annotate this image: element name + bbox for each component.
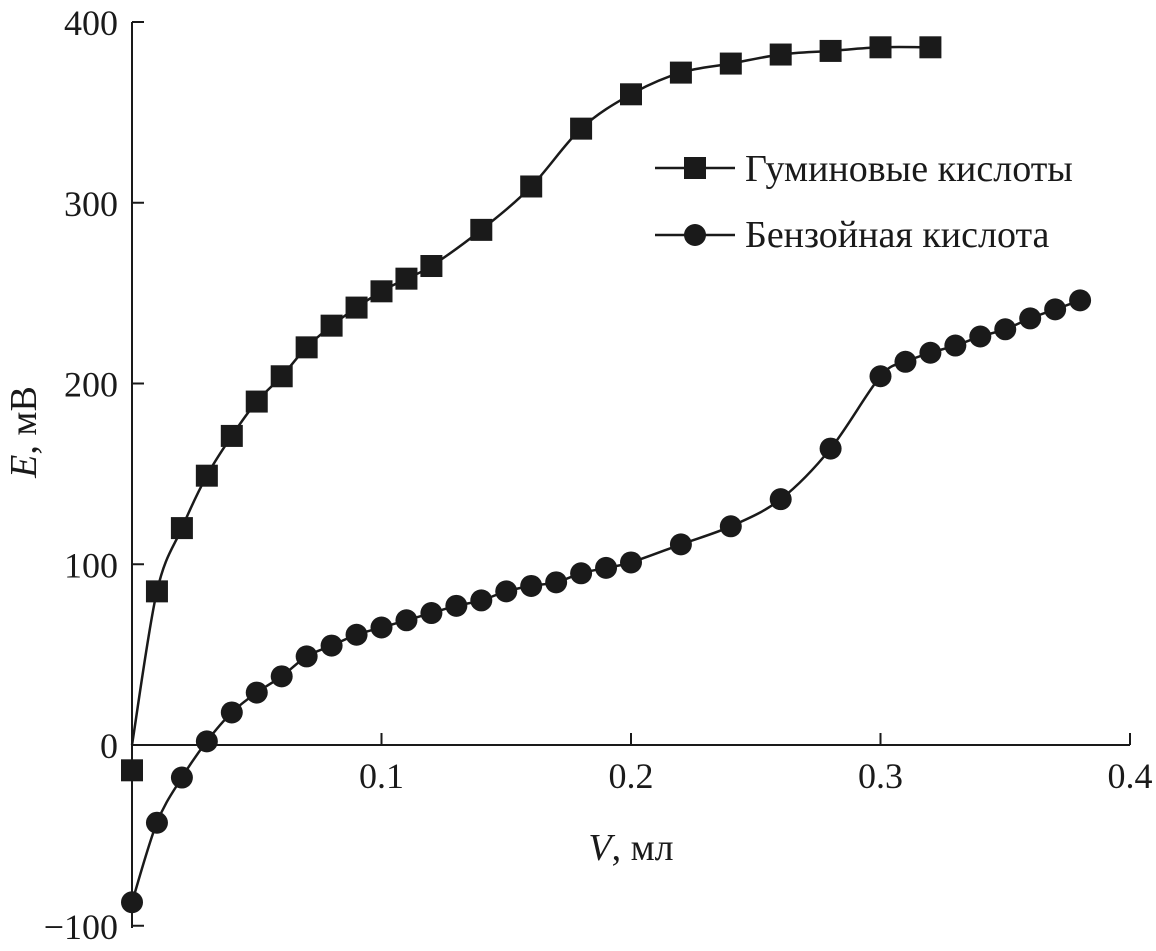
data-point-circle <box>769 488 792 511</box>
x-tick-label: 0.2 <box>609 756 654 796</box>
data-point-circle <box>445 594 468 617</box>
y-tick-label: 400 <box>64 3 118 43</box>
data-point-circle <box>1069 289 1092 312</box>
data-point-circle <box>969 325 992 348</box>
y-axis-unit: , мВ <box>3 386 45 454</box>
data-point-square <box>869 36 892 59</box>
data-point-circle <box>345 623 368 646</box>
data-point-square <box>669 61 692 84</box>
x-tick-label: 0.1 <box>359 756 404 796</box>
data-point-circle <box>520 574 543 597</box>
data-point-square <box>919 36 942 59</box>
x-axis-unit: , мл <box>612 827 674 869</box>
data-point-circle <box>295 645 318 668</box>
x-axis-title: V, мл <box>588 827 673 869</box>
data-point-circle <box>944 334 967 357</box>
data-point-square <box>170 517 193 540</box>
data-point-circle <box>545 571 568 594</box>
data-point-square <box>719 52 742 75</box>
legend-item-benzoic: Бензойная кислота <box>655 214 1050 256</box>
data-point-square <box>520 175 543 198</box>
data-point-circle <box>470 589 493 612</box>
data-point-circle <box>170 766 193 789</box>
data-point-circle <box>570 562 593 585</box>
data-point-circle <box>270 665 293 688</box>
data-point-square <box>270 365 293 388</box>
data-point-circle <box>195 730 218 753</box>
legend-label-humic: Гуминовые кислоты <box>745 148 1073 190</box>
data-point-square <box>570 117 593 140</box>
series-humic-acids <box>121 36 942 782</box>
data-point-circle <box>495 580 518 603</box>
y-tick-label: −100 <box>44 907 118 947</box>
x-axis-variable: V <box>588 827 615 869</box>
data-point-circle <box>220 701 243 724</box>
data-point-square <box>420 255 443 278</box>
y-tick-label: 0 <box>100 726 118 766</box>
data-point-square <box>819 39 842 62</box>
legend-circle-marker <box>684 224 706 246</box>
series-layer <box>121 36 1092 914</box>
data-point-circle <box>819 437 842 460</box>
data-point-circle <box>145 811 168 834</box>
series-benzoic-acid <box>121 289 1092 914</box>
data-point-circle <box>121 891 143 914</box>
data-point-square <box>145 580 168 603</box>
axis-titles: V, мл E, мВ <box>3 386 674 869</box>
data-point-square <box>370 280 393 303</box>
legend: Гуминовые кислоты Бензойная кислота <box>655 148 1073 256</box>
data-point-circle <box>894 350 917 373</box>
y-axis-variable: E <box>3 455 45 479</box>
y-tick-label: 200 <box>64 365 118 405</box>
data-point-square <box>395 267 418 290</box>
ticks: 0.1 0.2 0.3 0.4 −100 0 100 200 300 400 <box>44 3 1153 947</box>
legend-item-humic: Гуминовые кислоты <box>655 148 1073 190</box>
x-tick-label: 0.3 <box>858 756 903 796</box>
data-point-circle <box>595 556 618 579</box>
data-point-circle <box>994 318 1017 341</box>
data-point-circle <box>620 551 642 574</box>
data-point-circle <box>320 634 343 657</box>
series-line <box>130 299 1081 903</box>
data-point-circle <box>1019 307 1042 330</box>
x-tick-label: 0.4 <box>1108 756 1153 796</box>
data-point-square <box>220 424 243 447</box>
data-point-circle <box>919 341 942 364</box>
data-point-circle <box>420 602 443 625</box>
data-point-circle <box>869 365 892 388</box>
data-point-circle <box>395 609 418 632</box>
data-point-square <box>245 390 268 413</box>
data-point-circle <box>719 515 742 538</box>
y-tick-label: 100 <box>64 545 118 585</box>
data-point-circle <box>1044 298 1067 321</box>
data-point-circle <box>669 533 692 556</box>
data-point-square <box>121 759 143 782</box>
data-point-square <box>470 218 493 241</box>
data-point-square <box>195 464 218 487</box>
legend-square-marker <box>684 157 706 179</box>
data-point-circle <box>245 681 268 704</box>
data-point-square <box>345 296 368 319</box>
data-point-square <box>320 314 343 337</box>
y-axis-title: E, мВ <box>3 386 45 479</box>
y-tick-label: 300 <box>64 184 118 224</box>
data-point-square <box>295 336 318 359</box>
data-point-square <box>769 43 792 66</box>
legend-label-benzoic: Бензойная кислота <box>745 214 1050 256</box>
data-point-circle <box>370 616 393 639</box>
data-point-square <box>620 83 642 106</box>
